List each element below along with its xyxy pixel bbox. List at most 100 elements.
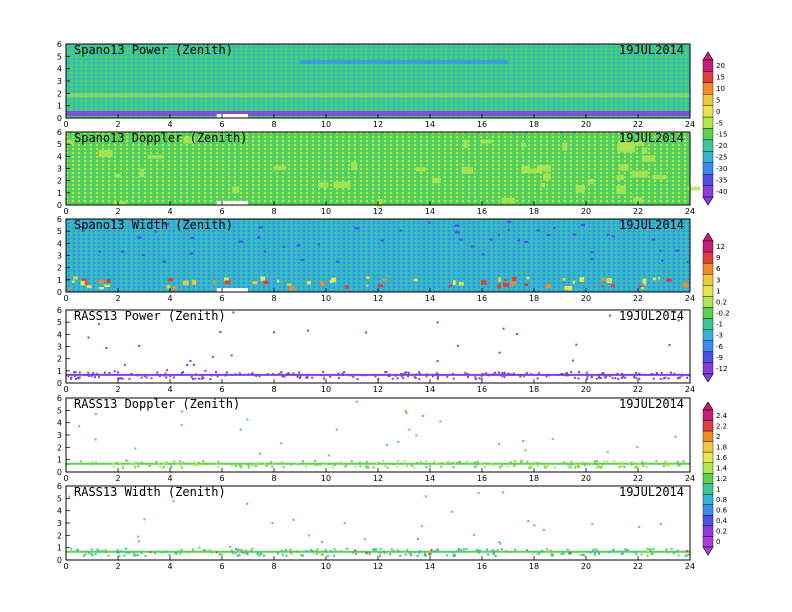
rass-point <box>638 525 641 528</box>
colorbar-swatch <box>702 483 714 495</box>
rass-point <box>329 550 332 553</box>
y-tick-label: 1 <box>57 544 62 553</box>
x-tick-label: 14 <box>425 474 435 483</box>
rass-point <box>217 466 220 469</box>
x-tick-label: 6 <box>219 120 224 129</box>
rass-point <box>234 464 237 467</box>
rass-point <box>145 376 148 379</box>
rass-point <box>420 525 423 528</box>
rass-point <box>75 549 78 552</box>
rass-point <box>194 373 197 376</box>
doppler-patch <box>543 173 551 181</box>
rass-point <box>549 549 552 552</box>
rass-point <box>98 549 101 552</box>
colorbar-label: -0.2 <box>716 310 730 318</box>
rass-point <box>363 538 366 541</box>
rass-point <box>502 327 505 330</box>
y-tick-label: 1 <box>57 456 62 465</box>
rass-point <box>410 464 413 467</box>
width-speckle <box>344 285 349 289</box>
rass-point <box>306 374 309 377</box>
width-speckle <box>90 220 94 223</box>
rass-point <box>287 372 290 375</box>
width-speckle <box>399 229 403 232</box>
y-tick-label: 0 <box>57 201 62 210</box>
rass-point <box>405 411 408 414</box>
width-speckle <box>512 276 517 282</box>
rass-point <box>192 363 195 366</box>
rass-point <box>116 549 119 552</box>
rass-point <box>668 344 671 347</box>
width-speckle <box>507 229 510 232</box>
rass-point <box>251 372 254 375</box>
doppler-patch <box>631 170 648 178</box>
rass-point <box>504 550 507 553</box>
width-speckle <box>682 282 689 288</box>
rass-point <box>496 549 499 552</box>
doppler-patch <box>415 167 426 172</box>
rass-point <box>665 548 668 551</box>
width-speckle <box>580 223 586 226</box>
rass-point <box>124 551 127 554</box>
rass-point <box>582 553 585 556</box>
width-speckle <box>601 278 605 282</box>
colorbar-label: 0.2 <box>716 528 727 536</box>
rass-point <box>444 462 447 465</box>
rass-point <box>509 461 512 464</box>
x-tick-label: 16 <box>477 474 487 483</box>
rass-point <box>219 553 222 556</box>
rass-point <box>78 376 81 379</box>
panel-title: RASS13 Power (Zenith) <box>74 309 226 323</box>
rass-point <box>73 371 76 374</box>
rass-point <box>132 552 135 555</box>
doppler-patch <box>633 197 643 203</box>
rass-point <box>623 466 626 469</box>
x-tick-label: 22 <box>633 294 643 303</box>
width-speckle <box>640 287 645 290</box>
rass-point <box>687 553 690 556</box>
rass-point <box>677 554 680 557</box>
colorbar-bottom-arrow <box>702 196 714 206</box>
rass-point <box>453 554 456 557</box>
rass-point <box>501 371 504 374</box>
rass-point <box>169 375 172 378</box>
rass-point <box>130 463 133 466</box>
rass-point <box>316 548 319 551</box>
rass-point <box>307 329 310 332</box>
rass-point <box>592 549 595 552</box>
doppler-patch <box>616 185 626 194</box>
rass-point <box>282 465 285 468</box>
rass-point <box>379 547 382 550</box>
rass-point <box>598 376 601 379</box>
rass-point <box>394 374 397 377</box>
rass-point <box>630 461 633 464</box>
width-speckle <box>661 259 664 262</box>
colorbar-swatch <box>702 494 714 506</box>
rass-point <box>232 311 235 314</box>
rass-point <box>311 376 314 379</box>
rass-point <box>320 553 323 556</box>
width-speckle <box>651 238 656 241</box>
colorbar-swatch <box>702 420 714 432</box>
rass-point <box>503 376 506 379</box>
rass-point <box>563 461 566 464</box>
width-speckle <box>380 239 384 242</box>
rass-point <box>519 461 522 464</box>
rass-point <box>305 376 308 379</box>
rass-point <box>280 549 283 552</box>
width-speckle <box>606 233 610 236</box>
colorbar-swatch <box>702 362 714 375</box>
rass-point <box>621 461 624 464</box>
rass-point <box>674 435 677 438</box>
width-speckle <box>427 221 431 224</box>
y-tick-label: 3 <box>57 252 62 261</box>
rass-point <box>501 491 504 494</box>
rass-point <box>651 373 654 376</box>
rass-point <box>414 551 417 554</box>
rass-point <box>673 372 676 375</box>
rass-point <box>376 463 379 466</box>
rass-point <box>586 377 589 380</box>
rass-point <box>103 371 106 374</box>
rass-point <box>428 465 431 468</box>
